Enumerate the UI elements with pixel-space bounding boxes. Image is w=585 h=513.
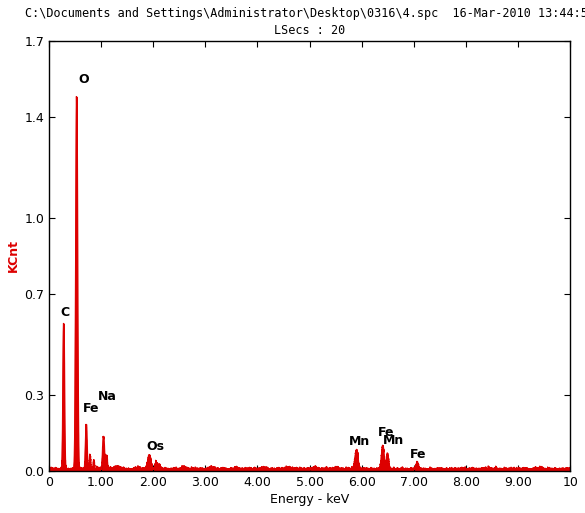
Text: Fe: Fe [410, 448, 426, 461]
Text: Fe: Fe [378, 426, 394, 440]
Text: Mn: Mn [383, 434, 404, 447]
Text: Fe: Fe [84, 402, 100, 416]
Text: O: O [78, 73, 89, 86]
Text: Mn: Mn [349, 435, 370, 448]
Text: Os: Os [146, 440, 164, 453]
Text: Na: Na [98, 390, 117, 403]
Y-axis label: KCnt: KCnt [7, 240, 20, 272]
X-axis label: Energy - keV: Energy - keV [270, 493, 349, 506]
Title: C:\Documents and Settings\Administrator\Desktop\0316\4.spc  16-Mar-2010 13:44:50: C:\Documents and Settings\Administrator\… [25, 7, 585, 37]
Text: C: C [60, 306, 69, 319]
